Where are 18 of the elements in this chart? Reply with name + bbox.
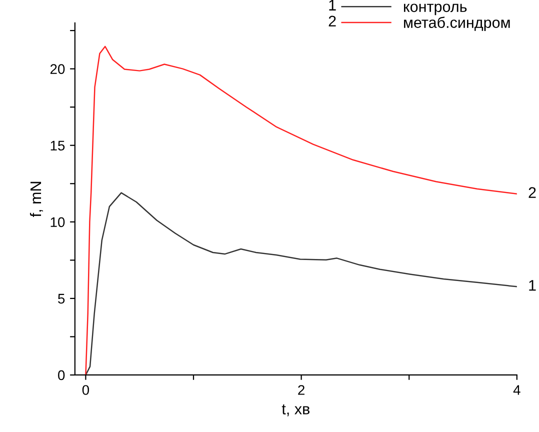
line-series (85, 46, 517, 375)
y-axis-title: f, mN (30, 182, 43, 217)
x-tick-label: 0 (82, 385, 90, 395)
text: 1 (329, 0, 336, 10)
line-series (85, 192, 517, 375)
annotation: 2 (328, 16, 336, 26)
y-tick-label: 0 (58, 370, 65, 380)
annotation: 2 (528, 187, 536, 198)
x-axis-title: t, хв (282, 404, 310, 416)
y-tick-label: 5 (58, 294, 65, 304)
x-tick-label: 2 (298, 385, 304, 395)
x-tick-label: 4 (513, 385, 520, 395)
y-tick-label: 15 (50, 140, 65, 151)
legend-label: метаб.синдром (404, 16, 510, 31)
y-tick-label: 10 (50, 217, 65, 228)
legend-label: контроль (404, 4, 467, 16)
y-tick-label: 20 (50, 64, 65, 74)
annotation: 1 (529, 280, 536, 291)
